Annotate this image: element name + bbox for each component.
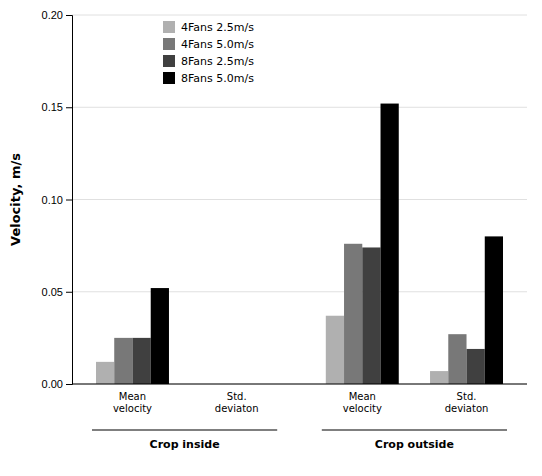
legend-swatch (163, 38, 175, 50)
bar (151, 288, 169, 384)
grid-line (72, 291, 527, 292)
x-axis-line (72, 384, 527, 385)
y-tick: 0.05 (42, 286, 72, 298)
grid-line (72, 384, 527, 385)
plot: 0.00 0.05 0.10 0.15 0.20 Velocity, m/s Meanvel… (8, 9, 527, 451)
legend: 4Fans 2.5m/s 4Fans 5.0m/s 8Fans 2.5m/s 8Fan… (163, 21, 254, 85)
bar (96, 362, 114, 384)
bar (448, 334, 466, 384)
bar-series (114, 244, 466, 384)
y-tick: 0.10 (42, 194, 72, 206)
category-label: Std.deviaton (445, 391, 489, 414)
y-tick-label: 0.10 (42, 194, 63, 206)
y-tick-mark (66, 384, 72, 385)
grid (72, 15, 527, 384)
legend-item: 8Fans 5.0m/s (163, 72, 254, 85)
legend-swatch (163, 72, 175, 84)
bar (132, 338, 150, 384)
chart: 0.00 0.05 0.10 0.15 0.20 Velocity, m/s Meanvel… (0, 0, 542, 476)
y-tick-label: 0.00 (42, 378, 63, 390)
y-tick-mark (66, 107, 72, 108)
group-bracket (92, 429, 277, 430)
legend-item: 4Fans 2.5m/s (163, 21, 254, 34)
y-tick-mark (66, 15, 72, 16)
legend-item: 4Fans 5.0m/s (163, 38, 254, 51)
bar (485, 236, 503, 384)
grid-line (72, 15, 527, 16)
category-label: Meanvelocity (343, 391, 382, 414)
legend-swatch (163, 55, 175, 67)
y-tick-label: 0.15 (42, 101, 63, 113)
bar (467, 349, 485, 384)
grid-line (72, 107, 527, 108)
y-axis-line (66, 16, 73, 385)
bar (381, 104, 399, 384)
grid-line (72, 199, 527, 200)
legend-label: 4Fans 5.0m/s (181, 38, 254, 51)
y-tick: 0.15 (42, 101, 72, 113)
legend-label: 4Fans 2.5m/s (181, 21, 254, 34)
y-tick-label: 0.05 (42, 286, 63, 298)
category-label: Meanvelocity (113, 391, 152, 414)
legend-item: 8Fans 2.5m/s (163, 55, 254, 68)
y-tick-mark (66, 292, 72, 293)
category-label: Std.deviaton (215, 391, 259, 414)
bar (326, 316, 344, 384)
y-tick-label: 0.20 (42, 9, 63, 21)
category-labels: Meanvelocity Std.deviaton Meanvelocity Std.… (113, 391, 488, 414)
y-axis: 0.00 0.05 0.10 0.15 0.20 (42, 9, 73, 390)
bar (430, 371, 448, 384)
group-label: Crop inside (150, 438, 220, 451)
y-tick: 0.00 (42, 378, 72, 390)
legend-swatch (163, 21, 175, 33)
y-tick: 0.20 (42, 9, 72, 21)
bar-series (132, 247, 484, 384)
y-axis-title: Velocity, m/s (8, 153, 23, 246)
bars (96, 104, 503, 384)
legend-label: 8Fans 5.0m/s (181, 72, 254, 85)
group-label: Crop outside (375, 438, 454, 451)
legend-label: 8Fans 2.5m/s (181, 55, 254, 68)
y-tick-mark (66, 200, 72, 201)
bar-series (151, 104, 503, 384)
bar (362, 247, 380, 384)
group-labels: Crop inside Crop outside (92, 430, 507, 451)
group-bracket (322, 429, 507, 430)
bar (114, 338, 132, 384)
bar (344, 244, 362, 384)
